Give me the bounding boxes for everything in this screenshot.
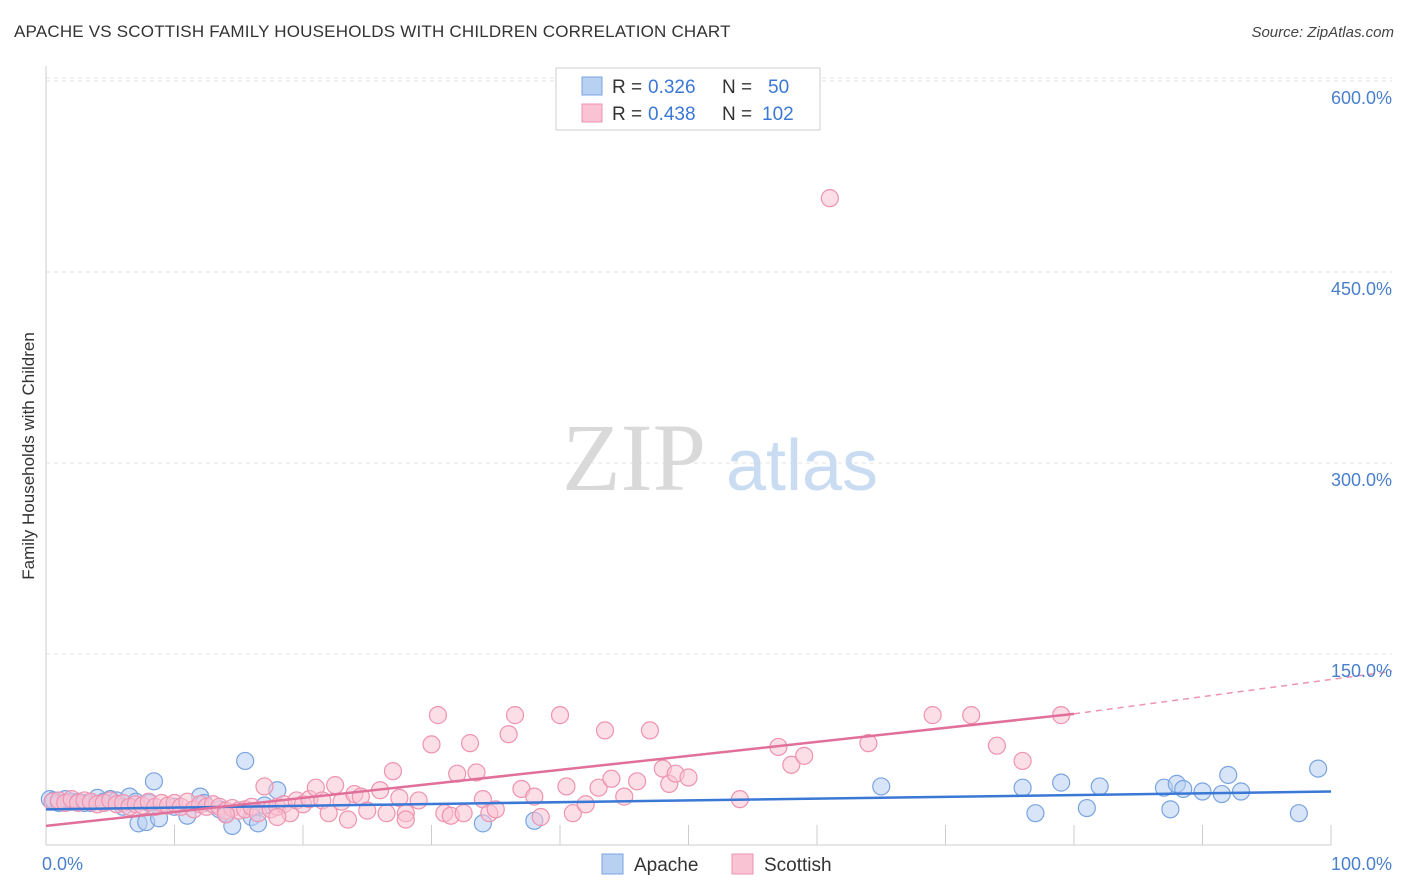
point-scottish-55: [409, 791, 428, 810]
point-scottish-92: [962, 706, 981, 725]
point-scottish-62: [460, 734, 480, 753]
legend-n-value-scottish: 102: [762, 104, 794, 125]
point-apache-49: [1309, 759, 1328, 778]
trend-line-dashed-scottish: [1073, 670, 1393, 715]
trend-line-apache: [45, 790, 1332, 811]
point-scottish-93: [987, 736, 1007, 755]
legend-swatch-scottish: [581, 103, 603, 123]
point-scottish-74: [563, 804, 582, 823]
point-apache-48: [1289, 804, 1308, 823]
legend-n-label-apache: N =: [722, 77, 752, 98]
point-scottish-89: [795, 746, 814, 765]
point-scottish-72: [550, 706, 570, 725]
point-scottish-97: [396, 810, 415, 829]
point-scottish-76: [589, 778, 608, 797]
legend-swatch-apache: [581, 76, 603, 96]
point-scottish-57: [428, 706, 448, 725]
point-apache-44: [1193, 782, 1212, 801]
legend-r-value-apache: 0.326: [648, 77, 696, 98]
point-scottish-73: [557, 777, 576, 796]
grid-lines: [46, 77, 1392, 655]
point-apache-18: [144, 772, 164, 791]
point-scottish-80: [627, 772, 647, 791]
point-scottish-88: [782, 755, 801, 774]
point-scottish-70: [525, 787, 544, 806]
point-scottish-61: [454, 804, 473, 823]
x-tick-labels: 0.0% 100.0%: [42, 854, 1392, 874]
watermark: ZIP atlas: [562, 404, 878, 511]
point-apache-34: [872, 777, 891, 796]
point-scottish-44: [326, 776, 345, 795]
point-scottish-90: [859, 734, 878, 753]
point-scottish-75: [576, 795, 595, 814]
y-tick-label-2: 450.0%: [1331, 279, 1392, 299]
point-scottish-63: [467, 763, 486, 782]
legend-r-value-scottish: 0.438: [648, 104, 696, 125]
legend-r-label-scottish: R =: [612, 104, 642, 125]
data-points: [40, 189, 1328, 836]
legend-n-value-apache: 50: [768, 77, 789, 98]
point-scottish-98: [268, 807, 287, 827]
point-scottish-52: [383, 762, 403, 781]
trend-lines: [45, 670, 1393, 828]
point-apache-46: [1219, 765, 1238, 785]
point-apache-41: [1161, 800, 1180, 819]
point-scottish-49: [358, 801, 377, 820]
point-scottish-53: [390, 788, 409, 807]
point-apache-43: [1174, 779, 1193, 799]
point-scottish-91: [923, 706, 942, 725]
y-tick-label-1: 300.0%: [1331, 470, 1392, 490]
point-scottish-56: [422, 735, 441, 754]
x-tick-label-1: 100.0%: [1331, 854, 1392, 874]
watermark-zip: ZIP: [562, 404, 706, 511]
point-scottish-85: [679, 768, 698, 787]
point-scottish-94: [1013, 751, 1032, 771]
point-apache-37: [1052, 773, 1071, 792]
point-scottish-78: [602, 769, 621, 788]
y-tick-label-3: 600.0%: [1331, 88, 1392, 108]
point-scottish-99: [216, 805, 235, 824]
watermark-atlas: atlas: [726, 426, 878, 506]
bottom-legend: Apache Scottish: [601, 853, 832, 876]
point-scottish-96: [820, 189, 839, 208]
point-scottish-51: [377, 804, 396, 823]
point-scottish-77: [595, 721, 615, 740]
axes: [45, 66, 1332, 846]
bottom-legend-swatch-scottish: [731, 853, 754, 875]
y-axis-label: Family Households with Children: [19, 332, 38, 580]
x-tick-label-0: 0.0%: [42, 854, 83, 874]
legend-r-label-apache: R =: [612, 77, 642, 98]
bottom-legend-label-scottish: Scottish: [764, 855, 832, 876]
point-scottish-71: [531, 807, 550, 827]
legend-n-label-scottish: N =: [722, 104, 752, 125]
point-apache-39: [1090, 777, 1109, 796]
trend-line-scottish: [45, 712, 1075, 828]
source-label: Source: ZipAtlas.com: [1251, 24, 1394, 41]
point-apache-36: [1026, 804, 1045, 823]
point-scottish-68: [505, 706, 525, 725]
point-scottish-67: [499, 725, 518, 744]
y-tick-labels: 150.0% 300.0% 450.0% 600.0%: [1331, 88, 1392, 681]
chart-title: APACHE VS SCOTTISH FAMILY HOUSEHOLDS WIT…: [14, 22, 731, 41]
bottom-legend-label-apache: Apache: [634, 855, 698, 876]
point-scottish-66: [486, 800, 505, 819]
legend-box: R = 0.326 N = 50 R = 0.438 N = 102: [555, 67, 821, 131]
point-scottish-81: [640, 721, 660, 740]
point-scottish-46: [338, 810, 358, 829]
point-apache-38: [1077, 798, 1096, 818]
point-apache-35: [1013, 778, 1032, 797]
y-tick-label-0: 150.0%: [1331, 661, 1392, 681]
point-scottish-33: [255, 777, 274, 796]
point-apache-27: [236, 751, 255, 771]
bottom-legend-swatch-apache: [601, 853, 624, 875]
